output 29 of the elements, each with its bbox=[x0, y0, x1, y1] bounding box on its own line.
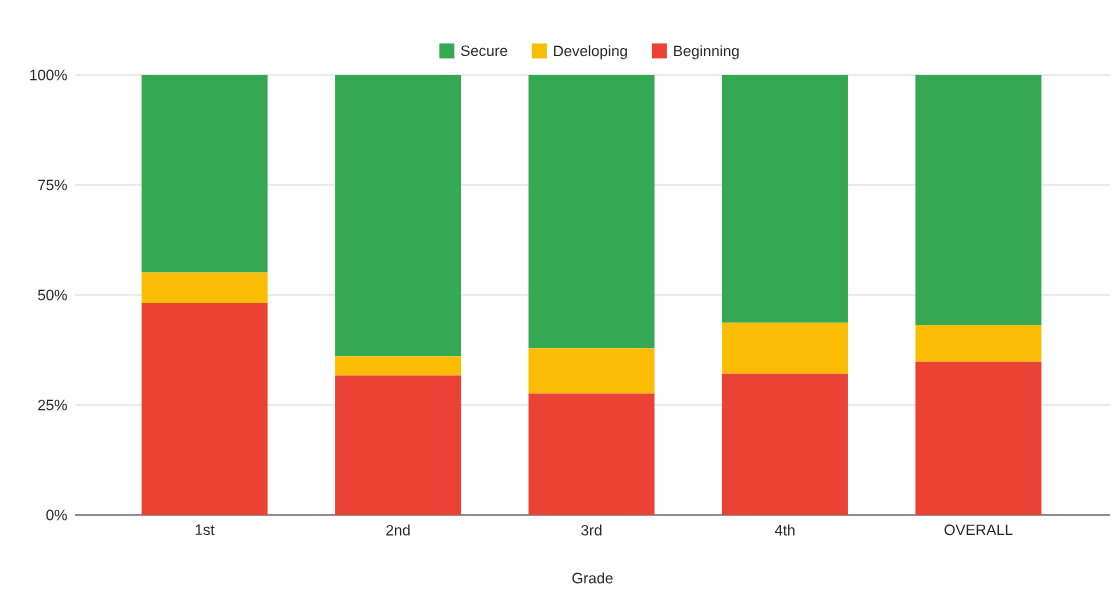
legend-label: Beginning bbox=[674, 45, 739, 60]
bar bbox=[335, 375, 462, 515]
bar bbox=[141, 74, 268, 273]
bar bbox=[528, 74, 655, 349]
bar bbox=[335, 356, 462, 376]
bar bbox=[721, 74, 848, 323]
bar bbox=[915, 324, 1042, 362]
bar bbox=[915, 74, 1042, 325]
x-tick-label: 2nd bbox=[386, 524, 410, 536]
y-tick-label: 50% bbox=[38, 289, 67, 301]
bar bbox=[721, 373, 848, 515]
legend-label: Secure bbox=[461, 45, 508, 57]
x-tick-label: OVERALL bbox=[944, 524, 1013, 536]
x-tick-label: 1st bbox=[195, 524, 215, 535]
y-tick-label: 75% bbox=[38, 179, 67, 191]
bar bbox=[915, 361, 1042, 515]
bar bbox=[335, 74, 462, 357]
y-tick-label: 0% bbox=[46, 509, 67, 521]
bar bbox=[141, 272, 268, 303]
bar bbox=[141, 302, 268, 515]
bar bbox=[528, 393, 655, 515]
y-tick-label: 25% bbox=[38, 399, 67, 411]
bar bbox=[528, 348, 655, 394]
x-tick-label: 3rd bbox=[581, 524, 602, 536]
x-axis-title: Grade bbox=[572, 572, 613, 584]
bar bbox=[721, 322, 848, 374]
legend-label: Developing bbox=[554, 45, 627, 60]
x-tick-label: 4th bbox=[774, 524, 795, 536]
y-tick-label: 100% bbox=[30, 69, 67, 81]
